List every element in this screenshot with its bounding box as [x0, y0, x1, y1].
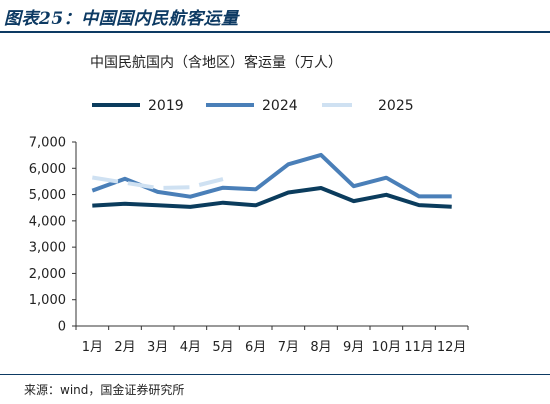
x-tick-label: 5月	[212, 340, 233, 355]
chart-area: 中国民航国内（含地区）客运量（万人） 2019 2024 2025 0 1,000 2,…	[0, 34, 550, 370]
y-tick-label: 1,000	[29, 293, 66, 308]
series-line-2019	[92, 186, 452, 209]
y-tick-label: 7,000	[29, 136, 66, 151]
legend-label-2024: 2024	[262, 98, 298, 114]
x-tick-label: 4月	[180, 340, 201, 355]
figure-header: 图表25：中国国内民航客运量	[0, 0, 550, 34]
chart-title: 中国民航国内（含地区）客运量（万人）	[90, 54, 342, 71]
x-tick-label: 9月	[343, 340, 364, 355]
chart-legend: 2019 2024 2025	[92, 98, 414, 114]
x-tick-label: 8月	[310, 340, 331, 355]
x-tick-label: 7月	[278, 340, 299, 355]
x-tick-label: 6月	[245, 340, 266, 355]
x-tick-label: 1月	[82, 340, 103, 355]
legend-label-2025: 2025	[378, 98, 414, 114]
x-tick-label: 3月	[147, 340, 168, 355]
figure-footer: 来源：wind，国金证券研究所	[0, 370, 550, 404]
x-tick-label: 10月	[372, 340, 402, 355]
y-tick-label: 6,000	[29, 162, 66, 177]
x-tick-label: 11月	[404, 340, 434, 355]
source-note: 来源：wind，国金证券研究所	[24, 383, 185, 397]
x-tick-label: 12月	[437, 340, 467, 355]
y-tick-label: 3,000	[29, 241, 66, 256]
series-line-2024	[91, 152, 452, 199]
y-tick-label: 0	[58, 320, 66, 335]
footer-divider	[0, 374, 550, 375]
y-tick-label: 5,000	[29, 188, 66, 203]
line-chart: 中国民航国内（含地区）客运量（万人） 2019 2024 2025 0 1,000 2,…	[29, 54, 469, 355]
x-tick-label: 2月	[114, 340, 135, 355]
figure-title: 图表25：中国国内民航客运量	[4, 9, 239, 29]
legend-label-2019: 2019	[148, 98, 184, 114]
header-divider	[0, 31, 550, 33]
series-line-2025	[91, 175, 224, 190]
y-tick-label: 4,000	[29, 214, 66, 229]
chart-axes: 0 1,000 2,000 3,000 4,000 5,000 6,000 7,000 1月 2月…	[29, 136, 469, 355]
y-tick-label: 2,000	[29, 267, 66, 282]
chart-series	[91, 152, 452, 209]
